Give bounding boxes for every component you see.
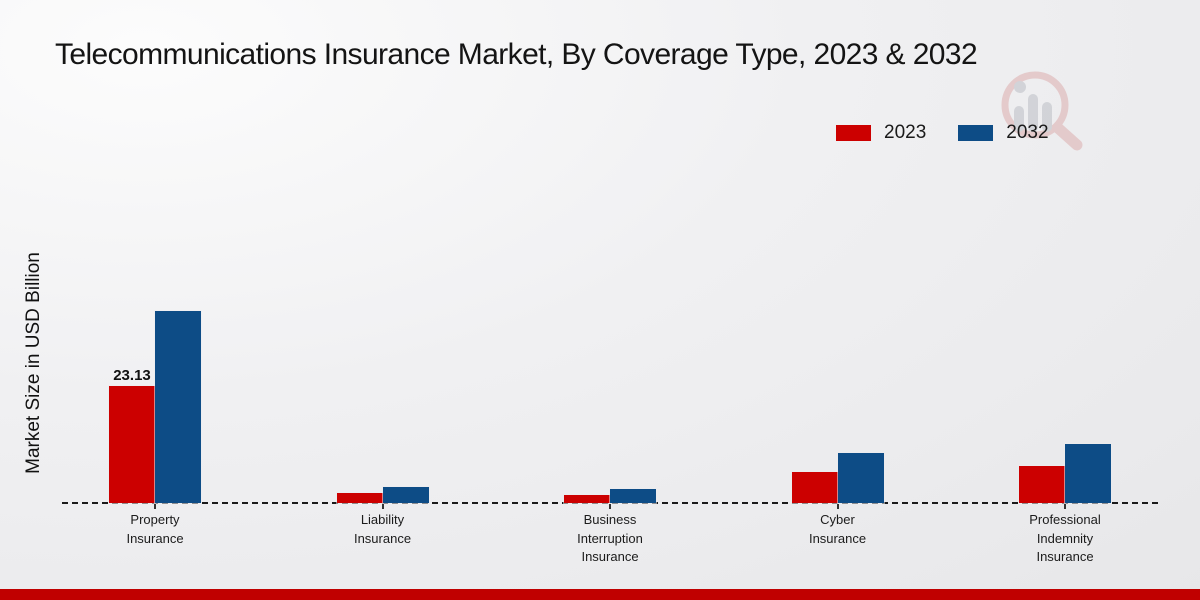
bar-2032-category-4 xyxy=(1065,444,1111,503)
x-axis-category-label: Property Insurance xyxy=(126,512,184,546)
x-axis-category-label: Cyber Insurance xyxy=(808,512,867,546)
bar-2023-category-2 xyxy=(564,494,610,503)
footer-accent-band xyxy=(0,589,1200,600)
bar-value-label: 23.13 xyxy=(113,367,151,384)
bar-2032-category-1 xyxy=(382,486,429,503)
legend-swatch-2032 xyxy=(958,125,994,141)
magnifier-chart-watermark-logo xyxy=(1001,71,1083,151)
x-axis-baseline xyxy=(62,502,1158,504)
x-axis-category-label: Business Interruption Insurance xyxy=(577,512,643,564)
x-axis-tick xyxy=(836,504,839,509)
bar-2023-category-0 xyxy=(109,386,155,503)
x-axis-tick xyxy=(381,504,384,509)
bar-2032-category-2 xyxy=(610,489,656,503)
bar-2023-category-1 xyxy=(336,492,383,503)
legend: 2023 2032 xyxy=(836,122,1049,144)
legend-label-2023: 2023 xyxy=(884,122,927,143)
legend-item-2023: 2023 xyxy=(836,122,926,144)
bar-2032-category-0 xyxy=(155,310,201,503)
x-axis-category-label: Professional Indemnity Insurance xyxy=(1029,512,1101,564)
x-axis-category-label: Liability Insurance xyxy=(353,512,412,546)
chart-title: Telecommunications Insurance Market, By … xyxy=(55,38,978,71)
bar-2032-category-3 xyxy=(837,453,884,503)
legend-swatch-2023 xyxy=(836,125,871,141)
legend-item-2032: 2032 xyxy=(958,122,1049,144)
legend-label-2032: 2032 xyxy=(1006,122,1049,143)
x-axis-tick xyxy=(154,504,156,509)
bar-2023-category-4 xyxy=(1019,466,1065,503)
x-axis-tick xyxy=(609,504,611,509)
bar-2023-category-3 xyxy=(791,472,838,503)
x-axis-tick xyxy=(1064,504,1066,509)
